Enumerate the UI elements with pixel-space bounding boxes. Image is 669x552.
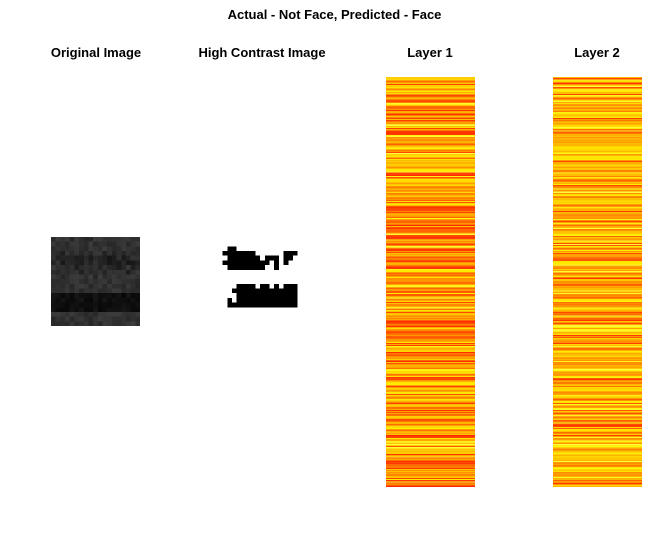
high-contrast-image bbox=[218, 237, 307, 326]
panel-title-original-image: Original Image bbox=[50, 45, 142, 60]
panel-title-high-contrast-image: High Contrast Image bbox=[198, 45, 326, 60]
layer-2-heat-strip bbox=[553, 77, 642, 487]
original-image bbox=[51, 237, 140, 326]
panel-title-layer-2: Layer 2 bbox=[574, 45, 620, 60]
figure-title: Actual - Not Face, Predicted - Face bbox=[227, 7, 442, 22]
panel-title-layer-1: Layer 1 bbox=[407, 45, 453, 60]
layer-1-heat-strip bbox=[386, 77, 475, 487]
